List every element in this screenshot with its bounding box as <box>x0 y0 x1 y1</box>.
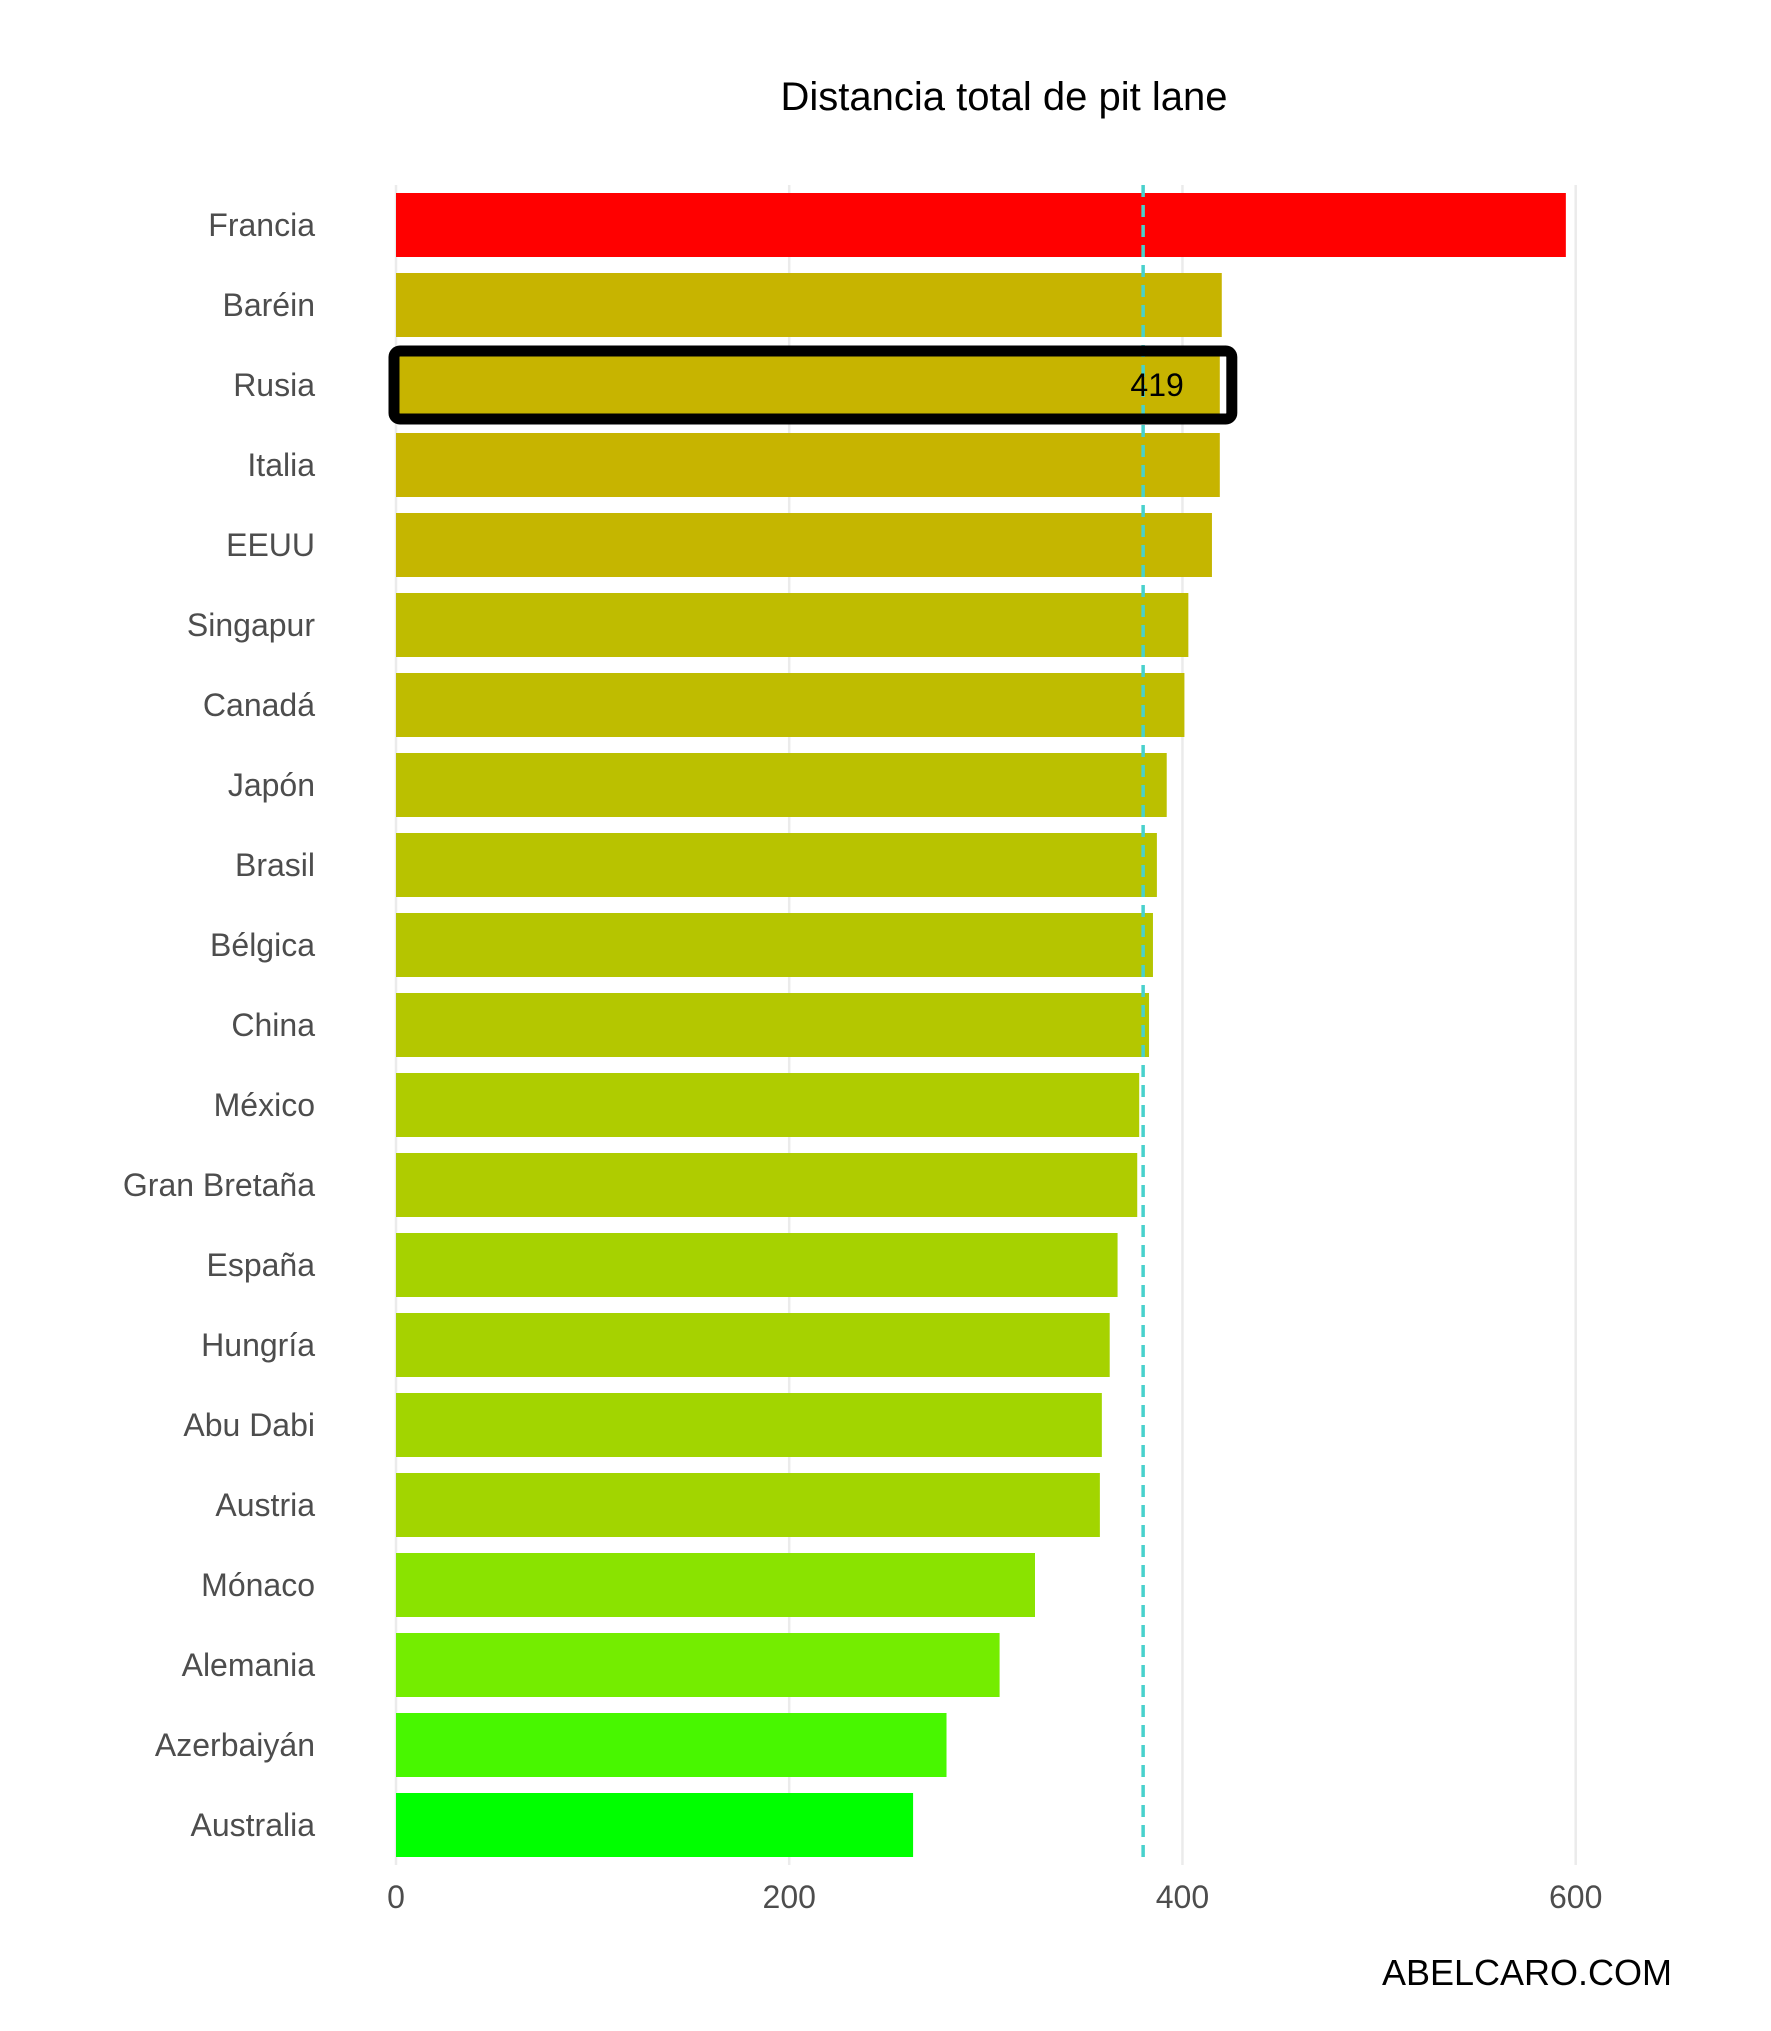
bar <box>396 353 1220 417</box>
category-label: Abu Dabi <box>183 1407 315 1443</box>
category-label: Australia <box>191 1807 316 1843</box>
bars <box>396 193 1566 1857</box>
category-label: Bélgica <box>210 927 315 963</box>
category-label: Hungría <box>201 1327 315 1363</box>
bar <box>396 913 1153 977</box>
category-label: Mónaco <box>201 1567 315 1603</box>
bar <box>396 1153 1138 1217</box>
bar <box>396 1473 1100 1537</box>
bar <box>396 1713 947 1777</box>
category-label: Baréin <box>223 287 316 323</box>
bar <box>396 193 1566 257</box>
bar <box>396 1553 1035 1617</box>
category-labels: Francia Baréin Rusia Italia EEUU Singapur Cana… <box>123 207 315 1843</box>
watermark: ABELCARO.COM <box>1382 1952 1672 1993</box>
category-label: España <box>206 1247 315 1283</box>
category-label: Canadá <box>203 687 315 723</box>
bar <box>396 513 1212 577</box>
category-label: Gran Bretaña <box>123 1167 315 1203</box>
category-label: Japón <box>228 767 315 803</box>
bar <box>396 273 1222 337</box>
category-label: Azerbaiyán <box>155 1727 315 1763</box>
highlight-box <box>388 345 1238 425</box>
category-label: México <box>214 1087 315 1123</box>
bar <box>396 1633 1000 1697</box>
bar <box>396 1073 1140 1137</box>
highlight-group: 419 <box>388 345 1238 425</box>
bar <box>396 1233 1118 1297</box>
category-label: Alemania <box>182 1647 316 1683</box>
bar <box>396 1313 1110 1377</box>
bar <box>396 1793 914 1857</box>
chart-title: Distancia total de pit lane <box>781 75 1228 119</box>
x-tick-label: 0 <box>387 1879 405 1915</box>
category-label: Brasil <box>235 847 315 883</box>
x-tick-labels: 0 200 400 600 <box>387 1879 1602 1915</box>
category-label: EEUU <box>226 527 315 563</box>
bar <box>396 833 1157 897</box>
x-tick-label: 200 <box>763 1879 816 1915</box>
category-label: Austria <box>215 1487 315 1523</box>
bar <box>396 993 1150 1057</box>
bar <box>396 673 1185 737</box>
category-label: Rusia <box>233 367 315 403</box>
x-tick-label: 400 <box>1156 1879 1209 1915</box>
x-tick-label: 600 <box>1549 1879 1602 1915</box>
category-label: China <box>231 1007 315 1043</box>
data-label: 419 <box>1130 367 1183 403</box>
category-label: Francia <box>208 207 315 243</box>
bar <box>396 1393 1102 1457</box>
category-label: Singapur <box>187 607 315 643</box>
category-label: Italia <box>247 447 315 483</box>
bar <box>396 753 1167 817</box>
bar <box>396 593 1189 657</box>
bar <box>396 433 1220 497</box>
